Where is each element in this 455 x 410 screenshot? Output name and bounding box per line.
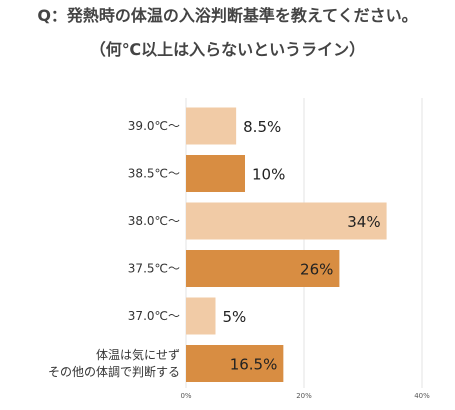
chart-title: Q：発熱時の体温の入浴判断基準を教えてください。: [37, 6, 418, 25]
bar-1: [186, 155, 245, 192]
bar-3: [186, 250, 340, 287]
value-label-2: 34%: [347, 213, 380, 231]
bar-0: [186, 107, 237, 145]
bar-4: [186, 297, 216, 335]
x-tick-label-1: 20%: [296, 392, 312, 400]
bar-2: [186, 202, 387, 240]
category-label-5-1: その他の体調で判断する: [48, 364, 180, 379]
category-label-4: 37.0℃～: [128, 309, 180, 323]
chart-subtitle: （何℃以上は入らないというライン）: [89, 40, 366, 59]
value-label-3: 26%: [300, 261, 333, 279]
x-tick-label-0: 0%: [180, 392, 191, 400]
value-label-5: 16.5%: [230, 356, 278, 374]
category-label-5-0: 体温は気にせず: [96, 347, 180, 362]
category-label-3: 37.5℃～: [128, 262, 180, 276]
category-label-0: 39.0℃～: [128, 119, 180, 133]
value-label-1: 10%: [252, 166, 285, 184]
category-label-1: 38.5℃～: [128, 167, 180, 181]
bar-5: [186, 345, 284, 382]
value-label-4: 5%: [223, 308, 247, 326]
value-label-0: 8.5%: [243, 118, 281, 136]
x-tick-label-2: 40%: [414, 392, 430, 400]
category-label-2: 38.0℃～: [128, 214, 180, 228]
